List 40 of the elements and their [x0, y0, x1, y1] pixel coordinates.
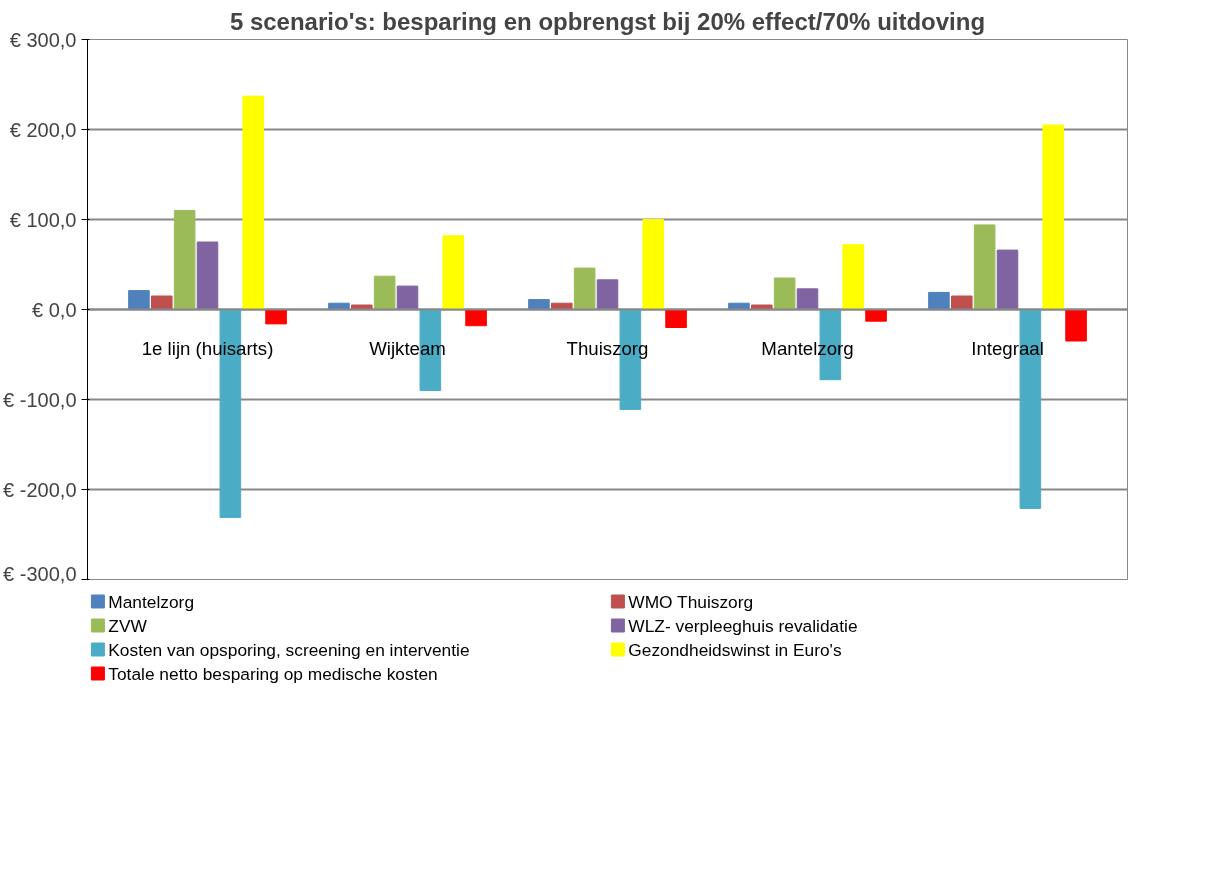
legend-label: WMO Thuiszorg	[628, 591, 754, 612]
bar	[773, 277, 796, 310]
bar	[242, 95, 264, 310]
bar	[928, 291, 950, 310]
y-tick-label: € -300,0	[3, 562, 77, 585]
bar	[442, 235, 464, 310]
bar	[128, 290, 150, 310]
bar	[351, 304, 373, 310]
bar	[642, 219, 664, 310]
legend-label: Totale netto besparing op medische kosten	[108, 663, 438, 684]
bar	[373, 275, 396, 310]
chart-title: 5 scenario's: besparing en opbrengst bij 20% effect/70% uitdoving	[229, 7, 986, 35]
bar	[196, 241, 219, 310]
bar	[842, 244, 864, 310]
legend-label: Kosten van opsporing, screening en interventie	[108, 639, 470, 660]
bar	[973, 224, 996, 310]
bar	[751, 304, 773, 310]
bar	[1065, 309, 1087, 342]
bar	[265, 309, 287, 325]
bar	[596, 279, 619, 310]
bar	[173, 210, 196, 310]
y-tick-label: € -100,0	[3, 388, 77, 411]
legend-label: ZVW	[108, 615, 148, 636]
bar	[1042, 124, 1064, 310]
y-tick-label: € 0,0	[32, 298, 77, 321]
y-tick-label: € 100,0	[9, 208, 77, 231]
bar	[151, 295, 173, 310]
bar	[665, 309, 687, 328]
legend-label: Mantelzorg	[108, 591, 195, 612]
legend-label: Gezondheidswinst in Euro's	[628, 639, 842, 660]
bar	[951, 295, 973, 310]
bar	[996, 249, 1019, 310]
legend-label: WLZ- verpleeghuis revalidatie	[628, 615, 858, 636]
y-tick-label: € -200,0	[3, 478, 77, 501]
bar	[796, 288, 819, 310]
y-tick-label: € 200,0	[9, 118, 77, 141]
bar	[573, 267, 596, 310]
bar	[528, 299, 550, 310]
y-tick-label: € 300,0	[9, 28, 77, 51]
bar	[396, 285, 419, 310]
